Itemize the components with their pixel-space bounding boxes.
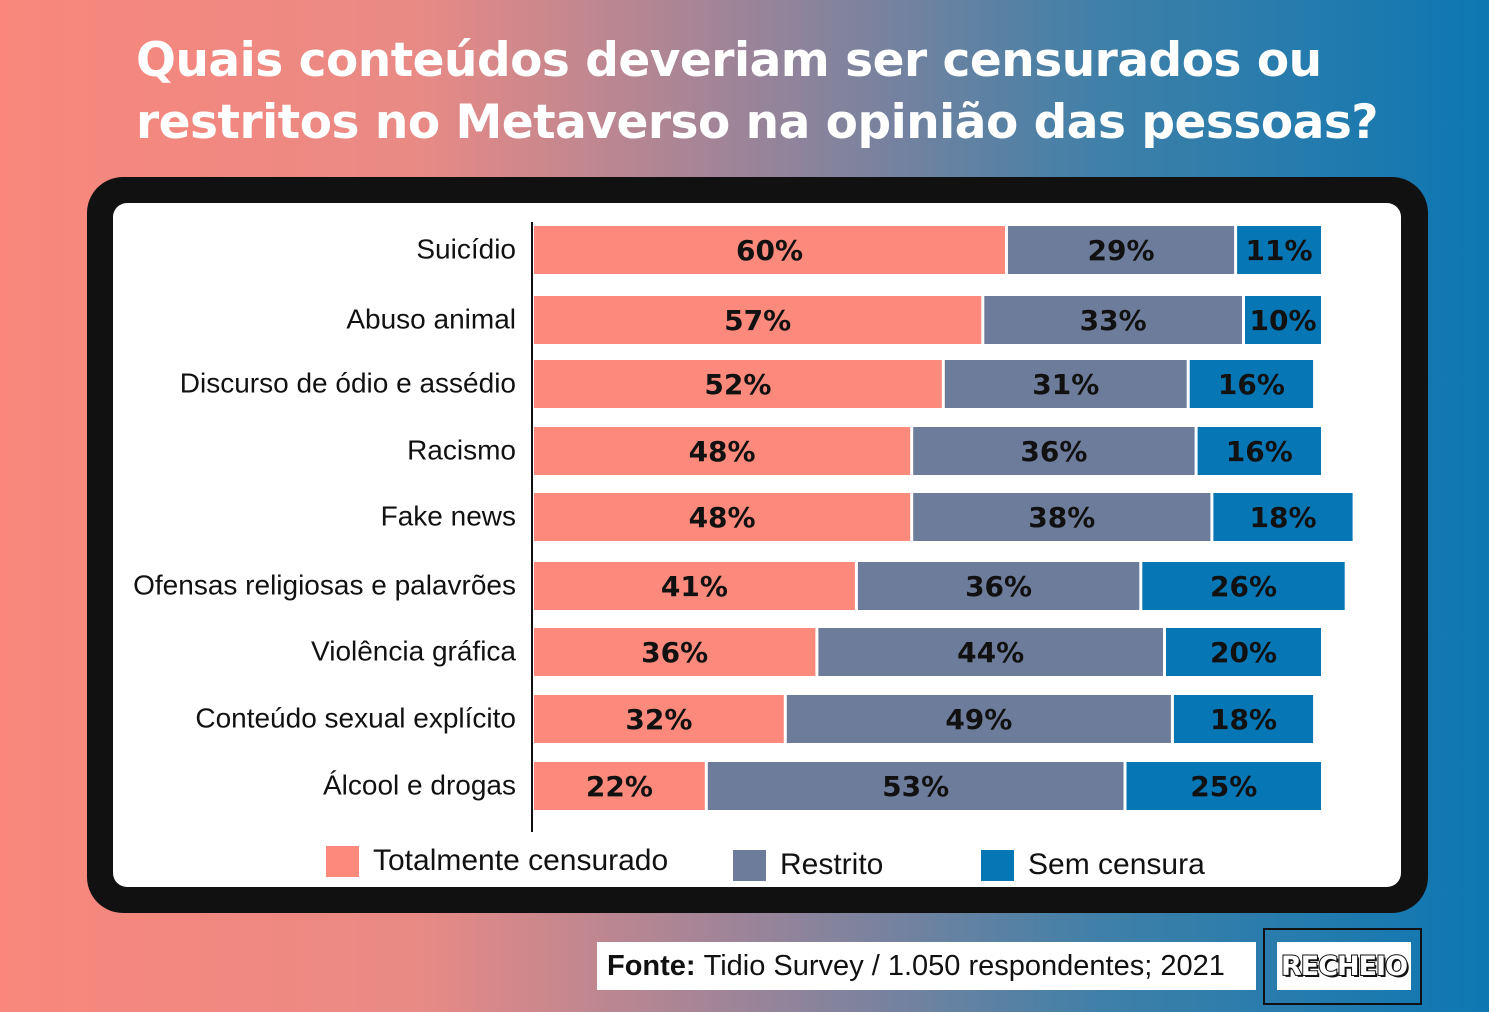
legend-item-sem-censura: Sem censura: [981, 848, 1205, 882]
category-label: Discurso de ódio e assédio: [180, 367, 516, 398]
category-label: Violência gráfica: [311, 635, 516, 666]
legend-label-totalmente: Totalmente censurado: [373, 844, 669, 877]
data-label-restrito: 49%: [945, 703, 1012, 736]
logo-text: RECHEIO: [1280, 950, 1409, 983]
legend-label-sem-censura: Sem censura: [1028, 848, 1205, 881]
category-label: Ofensas religiosas e palavrões: [133, 569, 516, 600]
data-label-restrito: 36%: [1020, 435, 1087, 468]
bar-segment-restrito: [707, 762, 1124, 810]
data-label-sem-censura: 18%: [1249, 501, 1316, 534]
bar-segment-sem-censura: [1126, 762, 1321, 810]
bar-segment-totalmente: [534, 562, 855, 610]
legend-item-restrito: Restrito: [733, 848, 883, 882]
data-label-restrito: 33%: [1080, 304, 1147, 337]
data-label-sem-censura: 25%: [1190, 770, 1257, 803]
bar-segment-restrito: [818, 628, 1163, 676]
chart-title-line-1: Quais conteúdos deveriam ser censurados …: [136, 33, 1322, 88]
source-text: Tidio Survey / 1.050 respondentes; 2021: [703, 949, 1225, 982]
data-label-sem-censura: 16%: [1226, 435, 1293, 468]
data-label-restrito: 44%: [957, 636, 1024, 669]
bar-segment-totalmente: [534, 762, 705, 810]
data-label-totalmente: 32%: [625, 703, 692, 736]
bar-segment-restrito: [913, 493, 1211, 541]
data-label-sem-censura: 16%: [1218, 368, 1285, 401]
source-note: Fonte: Tidio Survey / 1.050 respondentes…: [597, 942, 1256, 990]
legend-item-totalmente: Totalmente censurado: [326, 844, 668, 878]
logo-frame: [1263, 928, 1422, 1005]
data-label-sem-censura: 20%: [1210, 636, 1277, 669]
data-label-sem-censura: 18%: [1210, 703, 1277, 736]
bar-segment-restrito: [857, 562, 1140, 610]
data-label-totalmente: 48%: [689, 435, 756, 468]
data-label-restrito: 53%: [882, 770, 949, 803]
data-label-restrito: 31%: [1032, 368, 1099, 401]
category-label: Racismo: [407, 434, 516, 465]
legend-label-restrito: Restrito: [780, 848, 884, 881]
bar-segment-totalmente: [534, 628, 816, 676]
bar-segment-sem-censura: [1213, 493, 1353, 541]
bar-segment-sem-censura: [1173, 695, 1314, 743]
data-label-totalmente: 60%: [736, 234, 803, 267]
data-label-totalmente: 22%: [586, 770, 653, 803]
data-label-totalmente: 41%: [661, 570, 728, 603]
data-label-sem-censura: 10%: [1249, 304, 1316, 337]
bar-segment-sem-censura: [1142, 562, 1345, 610]
bar-segment-restrito: [913, 427, 1195, 475]
data-label-totalmente: 48%: [689, 501, 756, 534]
legend-swatch-sem-censura: [981, 849, 1014, 881]
bar-segment-totalmente: [534, 695, 784, 743]
bar-segment-totalmente: [534, 226, 1005, 274]
bar-segment-totalmente: [534, 360, 942, 408]
data-label-totalmente: 52%: [704, 368, 771, 401]
data-label-restrito: 36%: [965, 570, 1032, 603]
bar-segment-sem-censura: [1197, 427, 1321, 475]
bar-segment-totalmente: [534, 427, 911, 475]
bar-segment-sem-censura: [1166, 628, 1321, 676]
bar-segment-restrito: [944, 360, 1187, 408]
bar-segment-totalmente: [534, 493, 911, 541]
bar-segment-sem-censura: [1245, 296, 1321, 344]
category-label: Abuso animal: [346, 303, 516, 334]
bar-segment-sem-censura: [1189, 360, 1314, 408]
bar-segment-restrito: [1008, 226, 1235, 274]
source-label: Fonte:: [607, 949, 696, 982]
category-label: Fake news: [381, 500, 516, 531]
chart-title: Quais conteúdos deveriam ser censurados …: [136, 30, 1436, 154]
bar-segment-sem-censura: [1237, 226, 1321, 274]
bar-segment-restrito: [984, 296, 1242, 344]
bar-segment-totalmente: [534, 296, 982, 344]
chart-title-line-2: restritos no Metaverso na opinião das pe…: [136, 95, 1379, 150]
logo: RECHEIO: [1277, 942, 1411, 990]
category-label: Suicídio: [416, 233, 516, 264]
data-label-sem-censura: 11%: [1246, 234, 1313, 267]
data-label-restrito: 38%: [1028, 501, 1095, 534]
category-label: Álcool e drogas: [323, 769, 516, 800]
legend-swatch-totalmente: [326, 845, 359, 877]
data-label-sem-censura: 26%: [1210, 570, 1277, 603]
legend-swatch-restrito: [733, 849, 766, 881]
data-label-totalmente: 57%: [724, 304, 791, 337]
category-label: Conteúdo sexual explícito: [195, 702, 516, 733]
data-label-restrito: 29%: [1088, 234, 1155, 267]
data-label-totalmente: 36%: [641, 636, 708, 669]
bar-segment-restrito: [786, 695, 1171, 743]
